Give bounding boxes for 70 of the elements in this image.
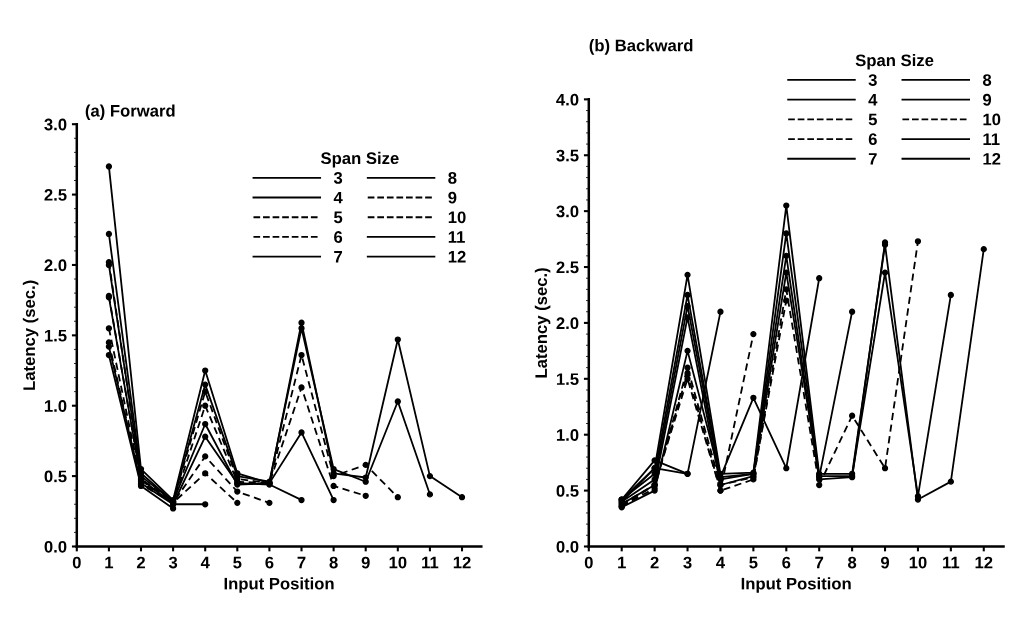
y-tick-label: 2.0 bbox=[556, 317, 579, 330]
x-tick-label: 6 bbox=[265, 556, 274, 569]
legend-label: 4 bbox=[868, 94, 878, 106]
legend-label: 7 bbox=[868, 153, 877, 165]
x-tick-label: 11 bbox=[943, 556, 960, 569]
x-tick-label: 9 bbox=[880, 556, 890, 569]
x-tick-label: 3 bbox=[168, 556, 178, 569]
y-tick-label: 1.0 bbox=[556, 429, 579, 441]
x-tick-label: 5 bbox=[233, 556, 242, 569]
legend-label: 11 bbox=[983, 133, 1000, 145]
y-axis-title: Latency (sec.) bbox=[534, 268, 551, 378]
x-tick-label: 12 bbox=[975, 556, 993, 569]
legend-label: 10 bbox=[448, 211, 466, 224]
legend-label: 10 bbox=[983, 113, 1001, 126]
y-tick-label: 3.5 bbox=[556, 149, 579, 162]
x-axis-title: Input Position bbox=[741, 577, 851, 593]
y-tick-label: 3.0 bbox=[44, 118, 67, 131]
legend-label: 8 bbox=[982, 74, 992, 86]
y-tick-label: 1.0 bbox=[44, 400, 67, 412]
x-tick-label: 0 bbox=[72, 556, 81, 569]
y-tick-label: 4.0 bbox=[556, 93, 579, 106]
legend-label: 12 bbox=[448, 250, 466, 263]
x-tick-label: 4 bbox=[716, 556, 725, 569]
x-tick-label: 8 bbox=[848, 556, 857, 569]
x-tick-label: 7 bbox=[297, 556, 306, 569]
y-tick-label: 1.5 bbox=[44, 329, 67, 342]
y-tick-label: 2.0 bbox=[44, 259, 67, 272]
chart-title: (a) Forward bbox=[85, 104, 175, 120]
y-tick-label: 2.5 bbox=[44, 188, 67, 201]
x-tick-label: 2 bbox=[650, 556, 659, 569]
x-tick-label: 4 bbox=[200, 556, 210, 569]
x-tick-label: 3 bbox=[683, 556, 692, 569]
legend-title: Span Size bbox=[320, 151, 399, 168]
x-tick-label: 12 bbox=[453, 556, 471, 569]
legend-label: 6 bbox=[868, 133, 877, 146]
x-tick-label: 10 bbox=[389, 556, 407, 569]
x-tick-label: 8 bbox=[329, 556, 338, 569]
x-tick-label: 1 bbox=[618, 556, 626, 569]
x-tick-label: 10 bbox=[909, 556, 927, 569]
legend-label: 9 bbox=[448, 191, 457, 204]
x-tick-label: 6 bbox=[782, 556, 791, 569]
x-tick-label: 5 bbox=[749, 556, 758, 569]
legend-title: Span Size bbox=[855, 54, 934, 70]
x-tick-label: 9 bbox=[361, 556, 370, 569]
y-tick-label: 0.0 bbox=[556, 540, 579, 553]
y-tick-label: 0.0 bbox=[44, 540, 67, 553]
legend-label: 7 bbox=[334, 251, 343, 263]
legend-label: 9 bbox=[983, 93, 992, 106]
y-tick-label: 2.5 bbox=[556, 261, 579, 274]
y-axis-title: Latency (sec.) bbox=[22, 280, 39, 390]
legend-label: 12 bbox=[983, 152, 1001, 165]
legend-label: 4 bbox=[333, 191, 343, 204]
legend-label: 3 bbox=[333, 172, 343, 184]
x-tick-label: 0 bbox=[584, 556, 593, 569]
x-tick-label: 2 bbox=[136, 556, 145, 569]
y-tick-label: 0.5 bbox=[556, 484, 579, 497]
y-tick-label: 1.5 bbox=[556, 373, 579, 386]
x-axis-title: Input Position bbox=[224, 577, 334, 593]
legend-label: 3 bbox=[868, 74, 877, 86]
y-tick-label: 0.5 bbox=[44, 470, 67, 483]
legend-label: 11 bbox=[448, 231, 465, 243]
x-tick-label: 11 bbox=[422, 556, 439, 569]
chart-title: (b) Backward bbox=[589, 39, 693, 55]
legend-label: 8 bbox=[448, 172, 457, 184]
legend-label: 5 bbox=[333, 211, 343, 224]
x-tick-label: 7 bbox=[815, 556, 824, 569]
y-tick-label: 3.0 bbox=[556, 205, 579, 218]
legend-label: 6 bbox=[334, 231, 343, 243]
x-tick-label: 1 bbox=[105, 556, 114, 569]
legend-label: 5 bbox=[868, 113, 877, 126]
